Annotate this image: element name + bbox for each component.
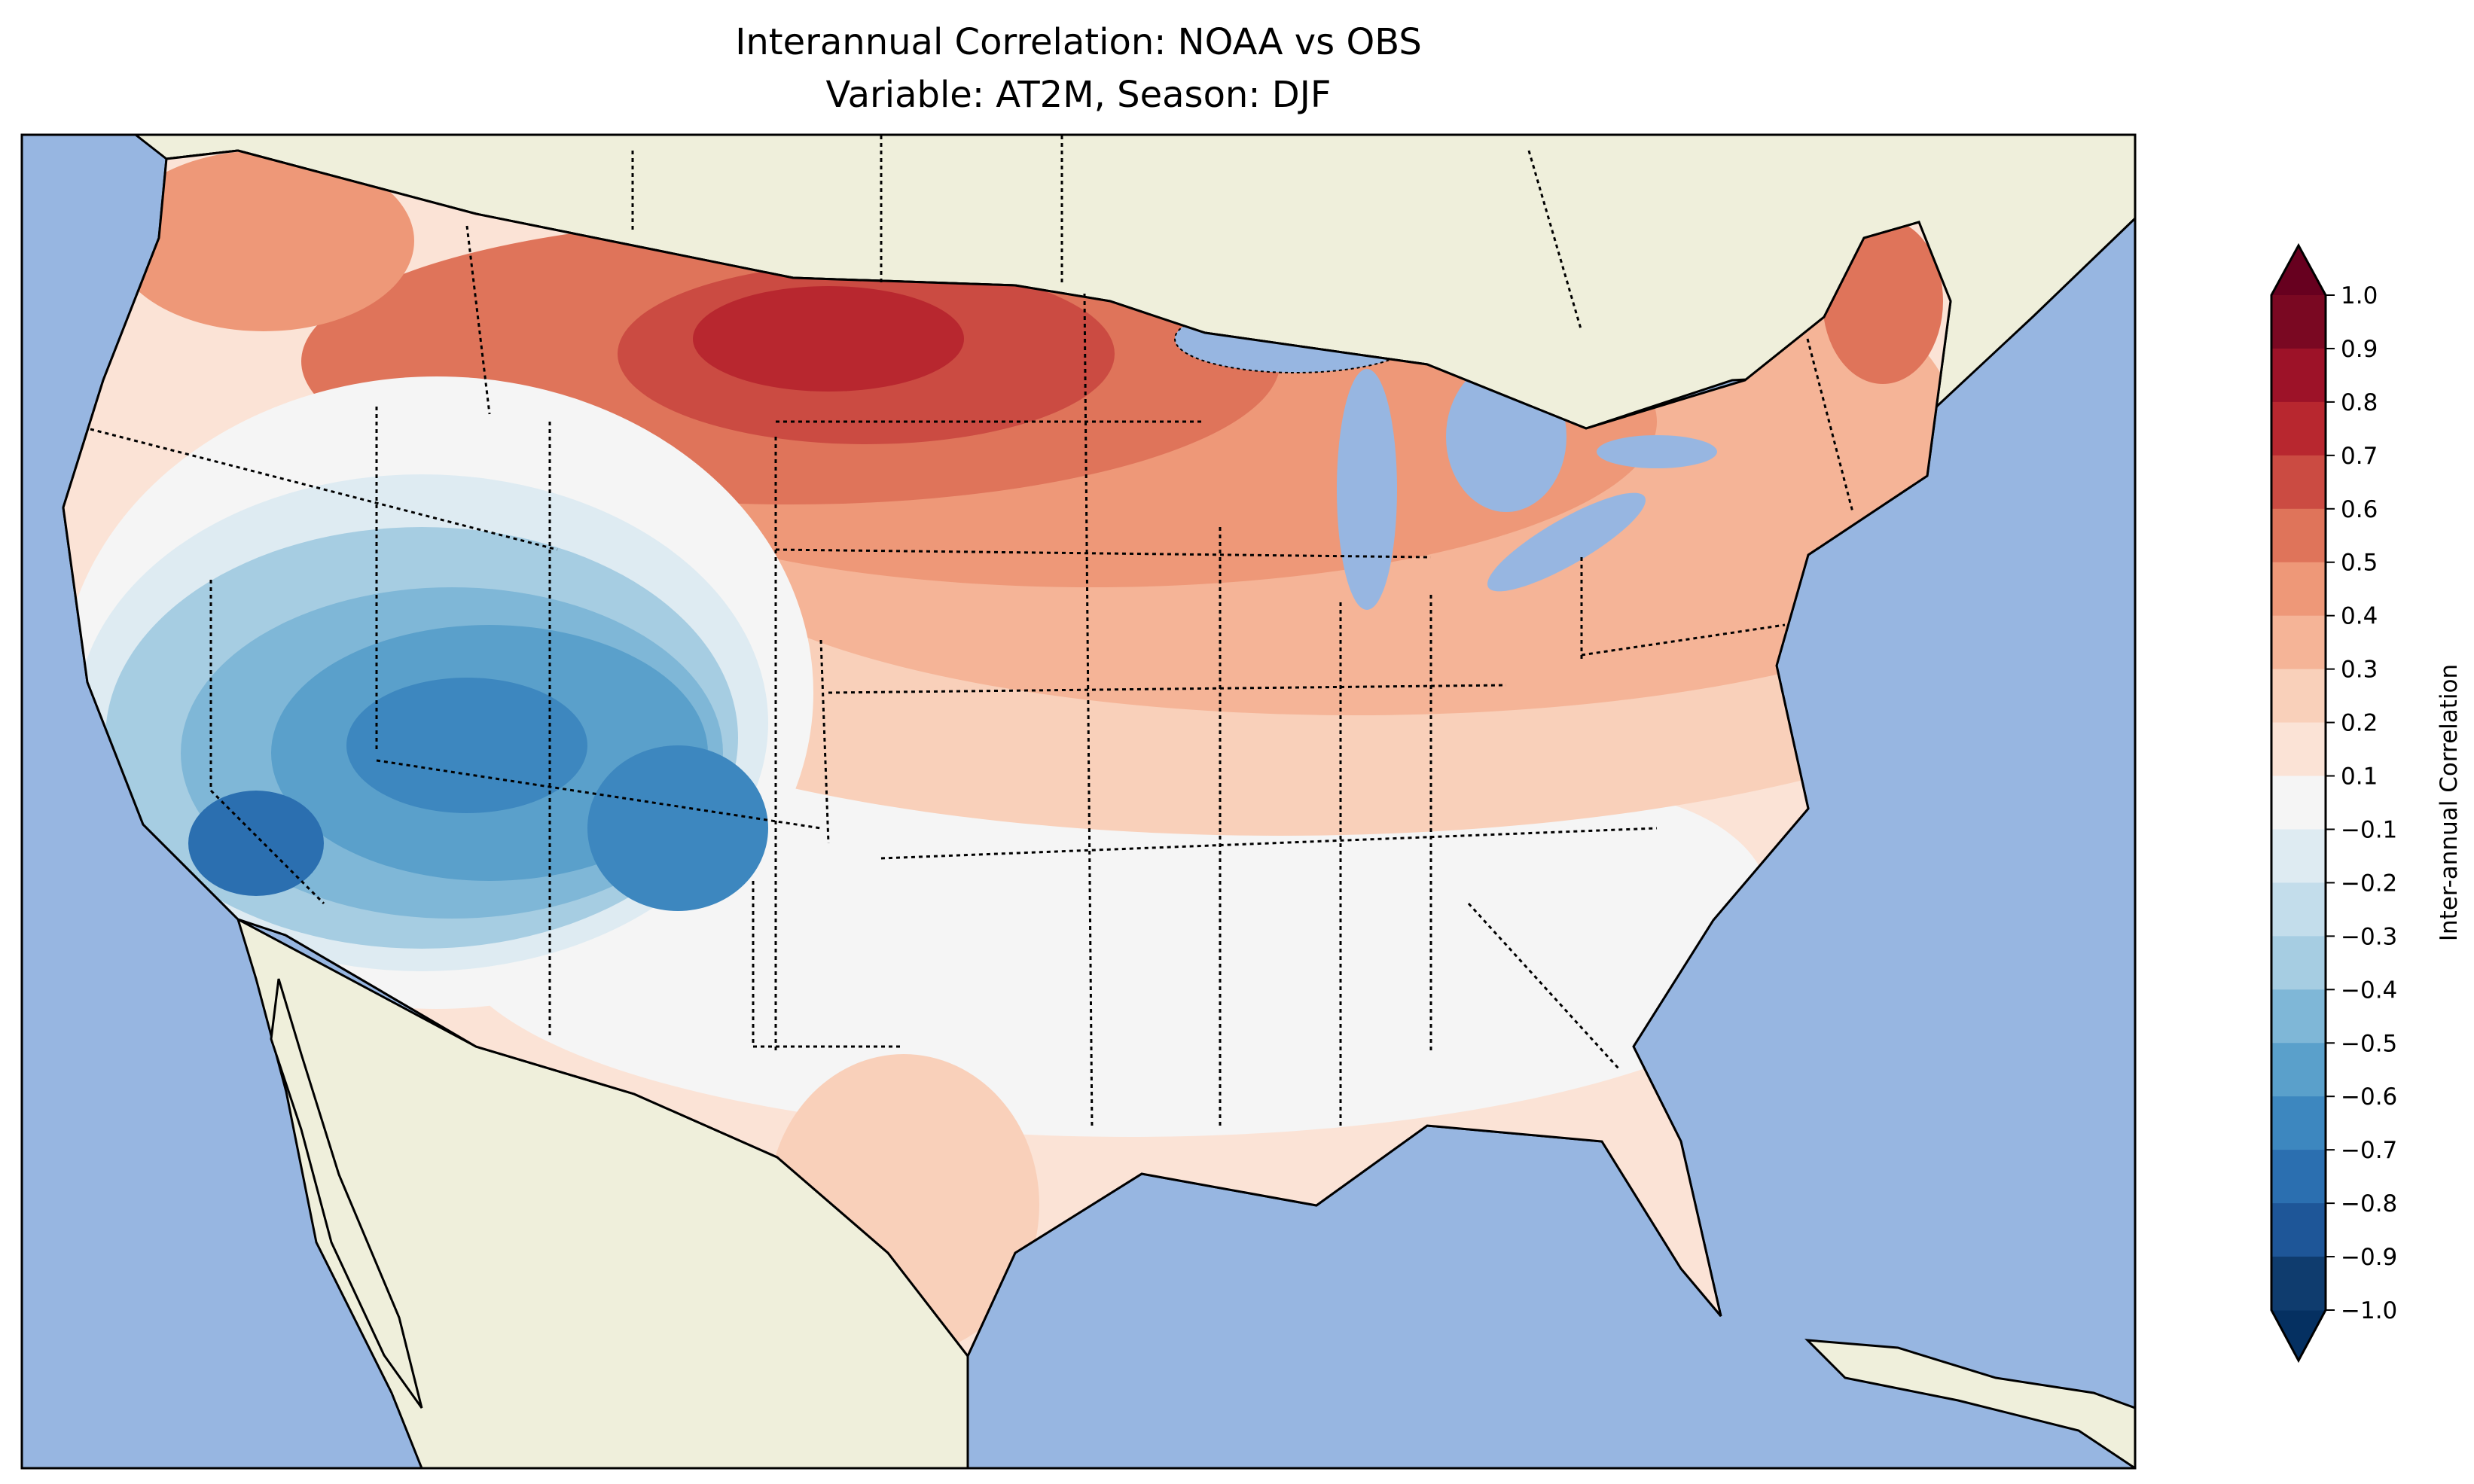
- colorbar-tick-label: −0.9: [2341, 1244, 2397, 1271]
- state-borders: [90, 136, 1854, 1130]
- colorbar-segment: [2271, 776, 2326, 830]
- colorbar-segment: [2271, 1257, 2326, 1311]
- contour-neg0.8: [188, 791, 324, 896]
- lake-ontario: [1597, 435, 1717, 468]
- colorbar-under-arrow: [2271, 1310, 2326, 1361]
- colorbar-tick-label: 1.0: [2341, 282, 2378, 309]
- colorbar-segment: [2271, 348, 2326, 403]
- colorbar-tick-label: 0.7: [2341, 443, 2378, 470]
- colorbar: 1.0 0.9 0.8 0.7 0.6 0.5 0.4 0.3 0.2 0.1 −0.1 −0.2 −0…: [2270, 242, 2397, 1364]
- colorbar-tick-label: 0.3: [2341, 657, 2378, 684]
- contour-neg0.7: [346, 678, 587, 813]
- colorbar-segment: [2271, 295, 2326, 349]
- colorbar-tick-label: 0.4: [2341, 603, 2378, 630]
- chart-title-line2: Variable: AT2M, Season: DJF: [825, 74, 1332, 116]
- contour-neg0.7-utah: [587, 745, 768, 911]
- colorbar-segment: [2271, 1096, 2326, 1150]
- colorbar-segment: [2271, 882, 2326, 937]
- colorbar-segment: [2271, 669, 2326, 724]
- colorbar-tick-label: −0.1: [2341, 816, 2397, 843]
- contour-0.1: [1393, 791, 1770, 1016]
- chart-title-line1: Interannual Correlation: NOAA vs OBS: [735, 21, 1422, 63]
- colorbar-tick-label: −0.6: [2341, 1083, 2397, 1111]
- colorbar-segment: [2271, 829, 2326, 883]
- contour-0.6-washington: [113, 151, 414, 331]
- colorbar-tick-label: −0.8: [2341, 1190, 2397, 1217]
- baja-peninsula: [270, 978, 423, 1409]
- colorbar-segment: [2271, 562, 2326, 617]
- colorbar-segment: [2271, 615, 2326, 670]
- colorbar-tick-label: −1.0: [2341, 1297, 2397, 1324]
- colorbar-segment: [2271, 508, 2326, 563]
- lake-erie: [1487, 492, 1646, 592]
- map-frame: [20, 133, 2137, 1470]
- colorbar-tick-label: 0.1: [2341, 763, 2378, 791]
- colorbar-over-arrow: [2271, 245, 2326, 295]
- colorbar-tick-label: 0.9: [2341, 336, 2378, 363]
- colorbar-segment: [2271, 1043, 2326, 1097]
- cuba-island: [1804, 1339, 2135, 1468]
- colorbar-tick-label: −0.7: [2341, 1137, 2397, 1164]
- colorbar-tick-label: 0.6: [2341, 496, 2378, 523]
- colorbar-segment: [2271, 1203, 2326, 1257]
- colorbar-segment: [2271, 989, 2326, 1044]
- colorbar-segment: [2271, 936, 2326, 990]
- colorbar-tick-label: −0.3: [2341, 923, 2397, 950]
- colorbar-tick-label: 0.2: [2341, 710, 2378, 737]
- colorbar-tick-label: −0.5: [2341, 1030, 2397, 1057]
- colorbar-tick-label: −0.2: [2341, 870, 2397, 897]
- colorbar-segment: [2271, 401, 2326, 456]
- colorbar-tick-label: 0.5: [2341, 550, 2378, 577]
- contour-0.8: [693, 286, 964, 392]
- colorbar-label: Inter-annual Correlation: [2436, 664, 2463, 941]
- colorbar-segment: [2271, 722, 2326, 777]
- colorbar-tick-label: 0.8: [2341, 389, 2378, 416]
- colorbar-segment: [2271, 1150, 2326, 1204]
- colorbar-tick-label: −0.4: [2341, 977, 2397, 1004]
- colorbar-segment: [2271, 455, 2326, 510]
- lake-michigan: [1337, 369, 1397, 610]
